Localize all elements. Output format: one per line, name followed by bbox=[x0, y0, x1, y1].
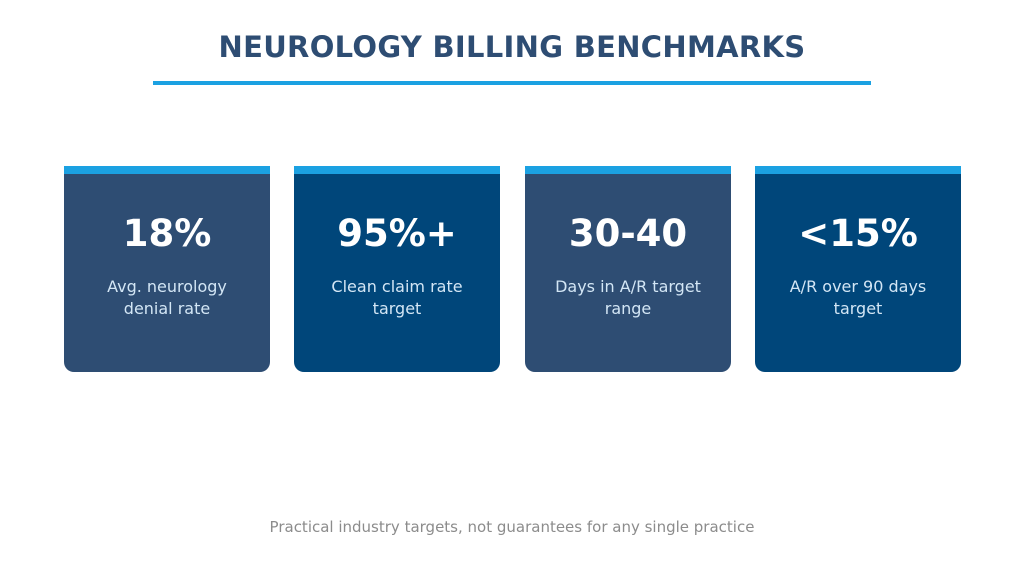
stat-card-clean-claim-rate: 95%+ Clean claim rate target bbox=[294, 166, 500, 372]
page-title: NEUROLOGY BILLING BENCHMARKS bbox=[218, 30, 806, 64]
stat-label: A/R over 90 days target bbox=[789, 277, 927, 318]
stat-value: 95%+ bbox=[337, 212, 457, 255]
stat-value: <15% bbox=[798, 212, 918, 255]
stat-label: Days in A/R target range bbox=[555, 277, 701, 318]
stat-label: Avg. neurology denial rate bbox=[107, 277, 227, 318]
stat-label: Clean claim rate target bbox=[331, 277, 463, 318]
title-underline bbox=[153, 81, 871, 85]
stat-card-denial-rate: 18% Avg. neurology denial rate bbox=[64, 166, 270, 372]
stat-value: 30-40 bbox=[568, 212, 688, 255]
stat-card-ar-over-90: <15% A/R over 90 days target bbox=[755, 166, 961, 372]
stat-value: 18% bbox=[122, 212, 212, 255]
footnote: Practical industry targets, not guarante… bbox=[269, 518, 755, 536]
stat-card-days-in-ar: 30-40 Days in A/R target range bbox=[525, 166, 731, 372]
